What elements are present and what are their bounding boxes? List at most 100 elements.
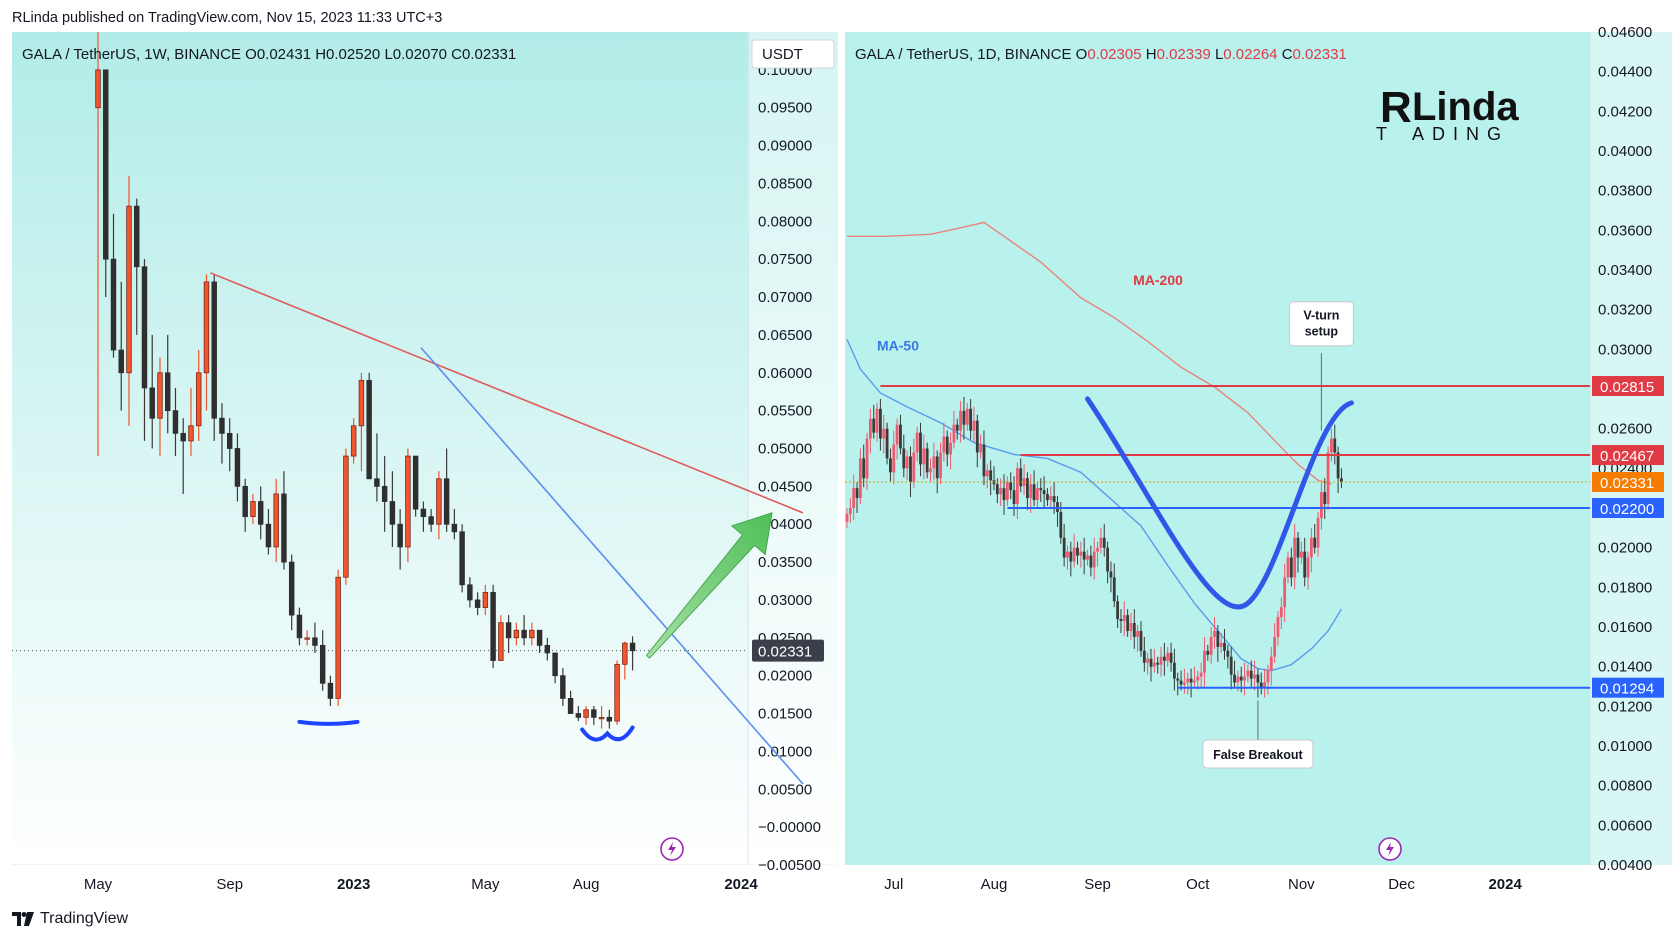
- weekly-candle-body: [203, 281, 210, 374]
- left-y-tick-label: 0.00500: [758, 781, 812, 798]
- daily-candle-body: [1102, 537, 1106, 548]
- daily-candle-body: [959, 410, 962, 431]
- false-breakout-box: [1202, 739, 1314, 769]
- daily-candle-body: [889, 458, 892, 473]
- daily-candle-body: [1323, 492, 1327, 505]
- weekly-candle-body: [211, 281, 217, 419]
- daily-candle-body: [1176, 678, 1180, 681]
- level-02815-badge: [1592, 376, 1664, 397]
- daily-candle-body: [1072, 547, 1076, 562]
- left-chart-weekly[interactable]: 0.100000.095000.090000.085000.080000.075…: [0, 0, 840, 941]
- daily-candle-body: [1009, 482, 1013, 491]
- logo-t-letter: T: [1376, 124, 1395, 144]
- weekly-candle-body: [629, 642, 636, 652]
- tradingview-footer-logo[interactable]: TradingView: [12, 908, 128, 930]
- daily-candle-body: [1172, 662, 1176, 679]
- daily-candle-body: [1116, 601, 1120, 620]
- daily-candle-body: [1032, 484, 1036, 501]
- currency-label: USDT: [762, 46, 803, 63]
- vturn-label-2: setup: [1305, 325, 1339, 339]
- daily-candle-body: [1193, 680, 1196, 683]
- right-y-tick-label: 0.01800: [1598, 579, 1652, 596]
- right-y-tick-label: 0.04400: [1598, 64, 1652, 81]
- daily-candle-body: [902, 448, 906, 469]
- weekly-candle-body: [560, 675, 566, 699]
- daily-candle-body: [969, 408, 973, 431]
- daily-candle-body: [1152, 662, 1156, 667]
- ma200-label: MA-200: [1133, 272, 1183, 288]
- weekly-candle-body: [219, 417, 225, 434]
- right-x-tick-label: Aug: [981, 876, 1008, 893]
- daily-candle-body: [1303, 551, 1307, 578]
- left-price-axis-band: [749, 32, 838, 865]
- daily-candle-body: [1183, 682, 1186, 685]
- logo-ading-text: ADING: [1412, 124, 1509, 144]
- daily-candle-body: [1306, 557, 1310, 578]
- daily-candle-body: [1276, 617, 1280, 637]
- daily-candle-body: [1162, 656, 1166, 661]
- weekly-candle-body: [405, 455, 411, 548]
- right-y-tick-label: 0.01200: [1598, 698, 1652, 715]
- weekly-candle-body: [257, 501, 264, 525]
- daily-candle-body: [1199, 672, 1203, 677]
- daily-candle-body: [865, 438, 869, 479]
- level-01294-label: 0.01294: [1600, 681, 1654, 698]
- daily-candle-body: [1139, 630, 1143, 651]
- left-y-tick-label: 0.03500: [758, 554, 812, 571]
- left-last-price-label: 0.02331: [758, 644, 812, 661]
- left-y-tick-label: 0.08000: [758, 213, 812, 230]
- left-y-tick-label: 0.06000: [758, 365, 812, 382]
- vturn-callout-box: [1288, 301, 1354, 347]
- daily-candle-body: [922, 448, 926, 465]
- weekly-candle-body: [242, 485, 248, 518]
- daily-candle-body: [965, 408, 969, 425]
- weekly-candle-body: [544, 644, 551, 654]
- daily-candle-body: [979, 444, 983, 453]
- weekly-candle-body: [389, 501, 396, 525]
- left-y-tick-label: −0.00500: [758, 857, 821, 874]
- daily-candle-body: [1203, 650, 1206, 673]
- daily-candle-body: [1179, 680, 1183, 685]
- daily-candle-body: [1226, 650, 1230, 657]
- daily-candle-body: [1002, 488, 1006, 501]
- weekly-candle-body: [358, 379, 365, 427]
- daily-candle-body: [952, 424, 956, 443]
- weekly-candle-body: [95, 69, 101, 109]
- weekly-candle-body: [226, 432, 233, 449]
- left-y-tick-label: 0.04500: [758, 478, 812, 495]
- weekly-candle-body: [498, 622, 504, 661]
- daily-candle-body: [1340, 478, 1343, 483]
- double-bottom-mark: [580, 725, 635, 742]
- daily-candle-body: [1206, 650, 1210, 655]
- right-y-tick-label: 0.04200: [1598, 103, 1652, 120]
- blue-descending-trendline: [420, 347, 804, 785]
- daily-candle-body: [1126, 615, 1130, 631]
- weekly-candle-body: [281, 493, 287, 563]
- daily-candle-body: [1266, 670, 1270, 683]
- daily-candle-body: [1309, 537, 1313, 558]
- daily-candle-body: [1079, 551, 1083, 556]
- weekly-candle-body: [552, 652, 558, 677]
- daily-candle-body: [1106, 547, 1109, 572]
- red-descending-trendline: [210, 272, 804, 514]
- left-y-tick-label: 0.04000: [758, 516, 812, 533]
- left-y-tick-label: 0.06500: [758, 327, 812, 344]
- daily-candle-body: [868, 418, 872, 439]
- daily-candle-body: [1042, 490, 1046, 495]
- weekly-candle-body: [583, 709, 589, 718]
- daily-candle-body: [1062, 537, 1066, 558]
- daily-candle-body: [885, 428, 889, 459]
- bullish-arrow: [645, 512, 773, 659]
- daily-candle-body: [1129, 623, 1133, 631]
- daily-candle-body: [1273, 636, 1277, 657]
- weekly-candle-body: [103, 69, 109, 260]
- right-last-price-badge: [1592, 472, 1664, 493]
- weekly-candle-body: [250, 501, 256, 518]
- right-x-tick-label: Sep: [1084, 876, 1111, 893]
- daily-candle-body: [1082, 551, 1086, 560]
- weekly-candle-body: [134, 205, 140, 268]
- level-01294-badge: [1592, 677, 1664, 698]
- daily-candle-body: [1213, 630, 1216, 637]
- false-breakout-label: False Breakout: [1213, 748, 1303, 762]
